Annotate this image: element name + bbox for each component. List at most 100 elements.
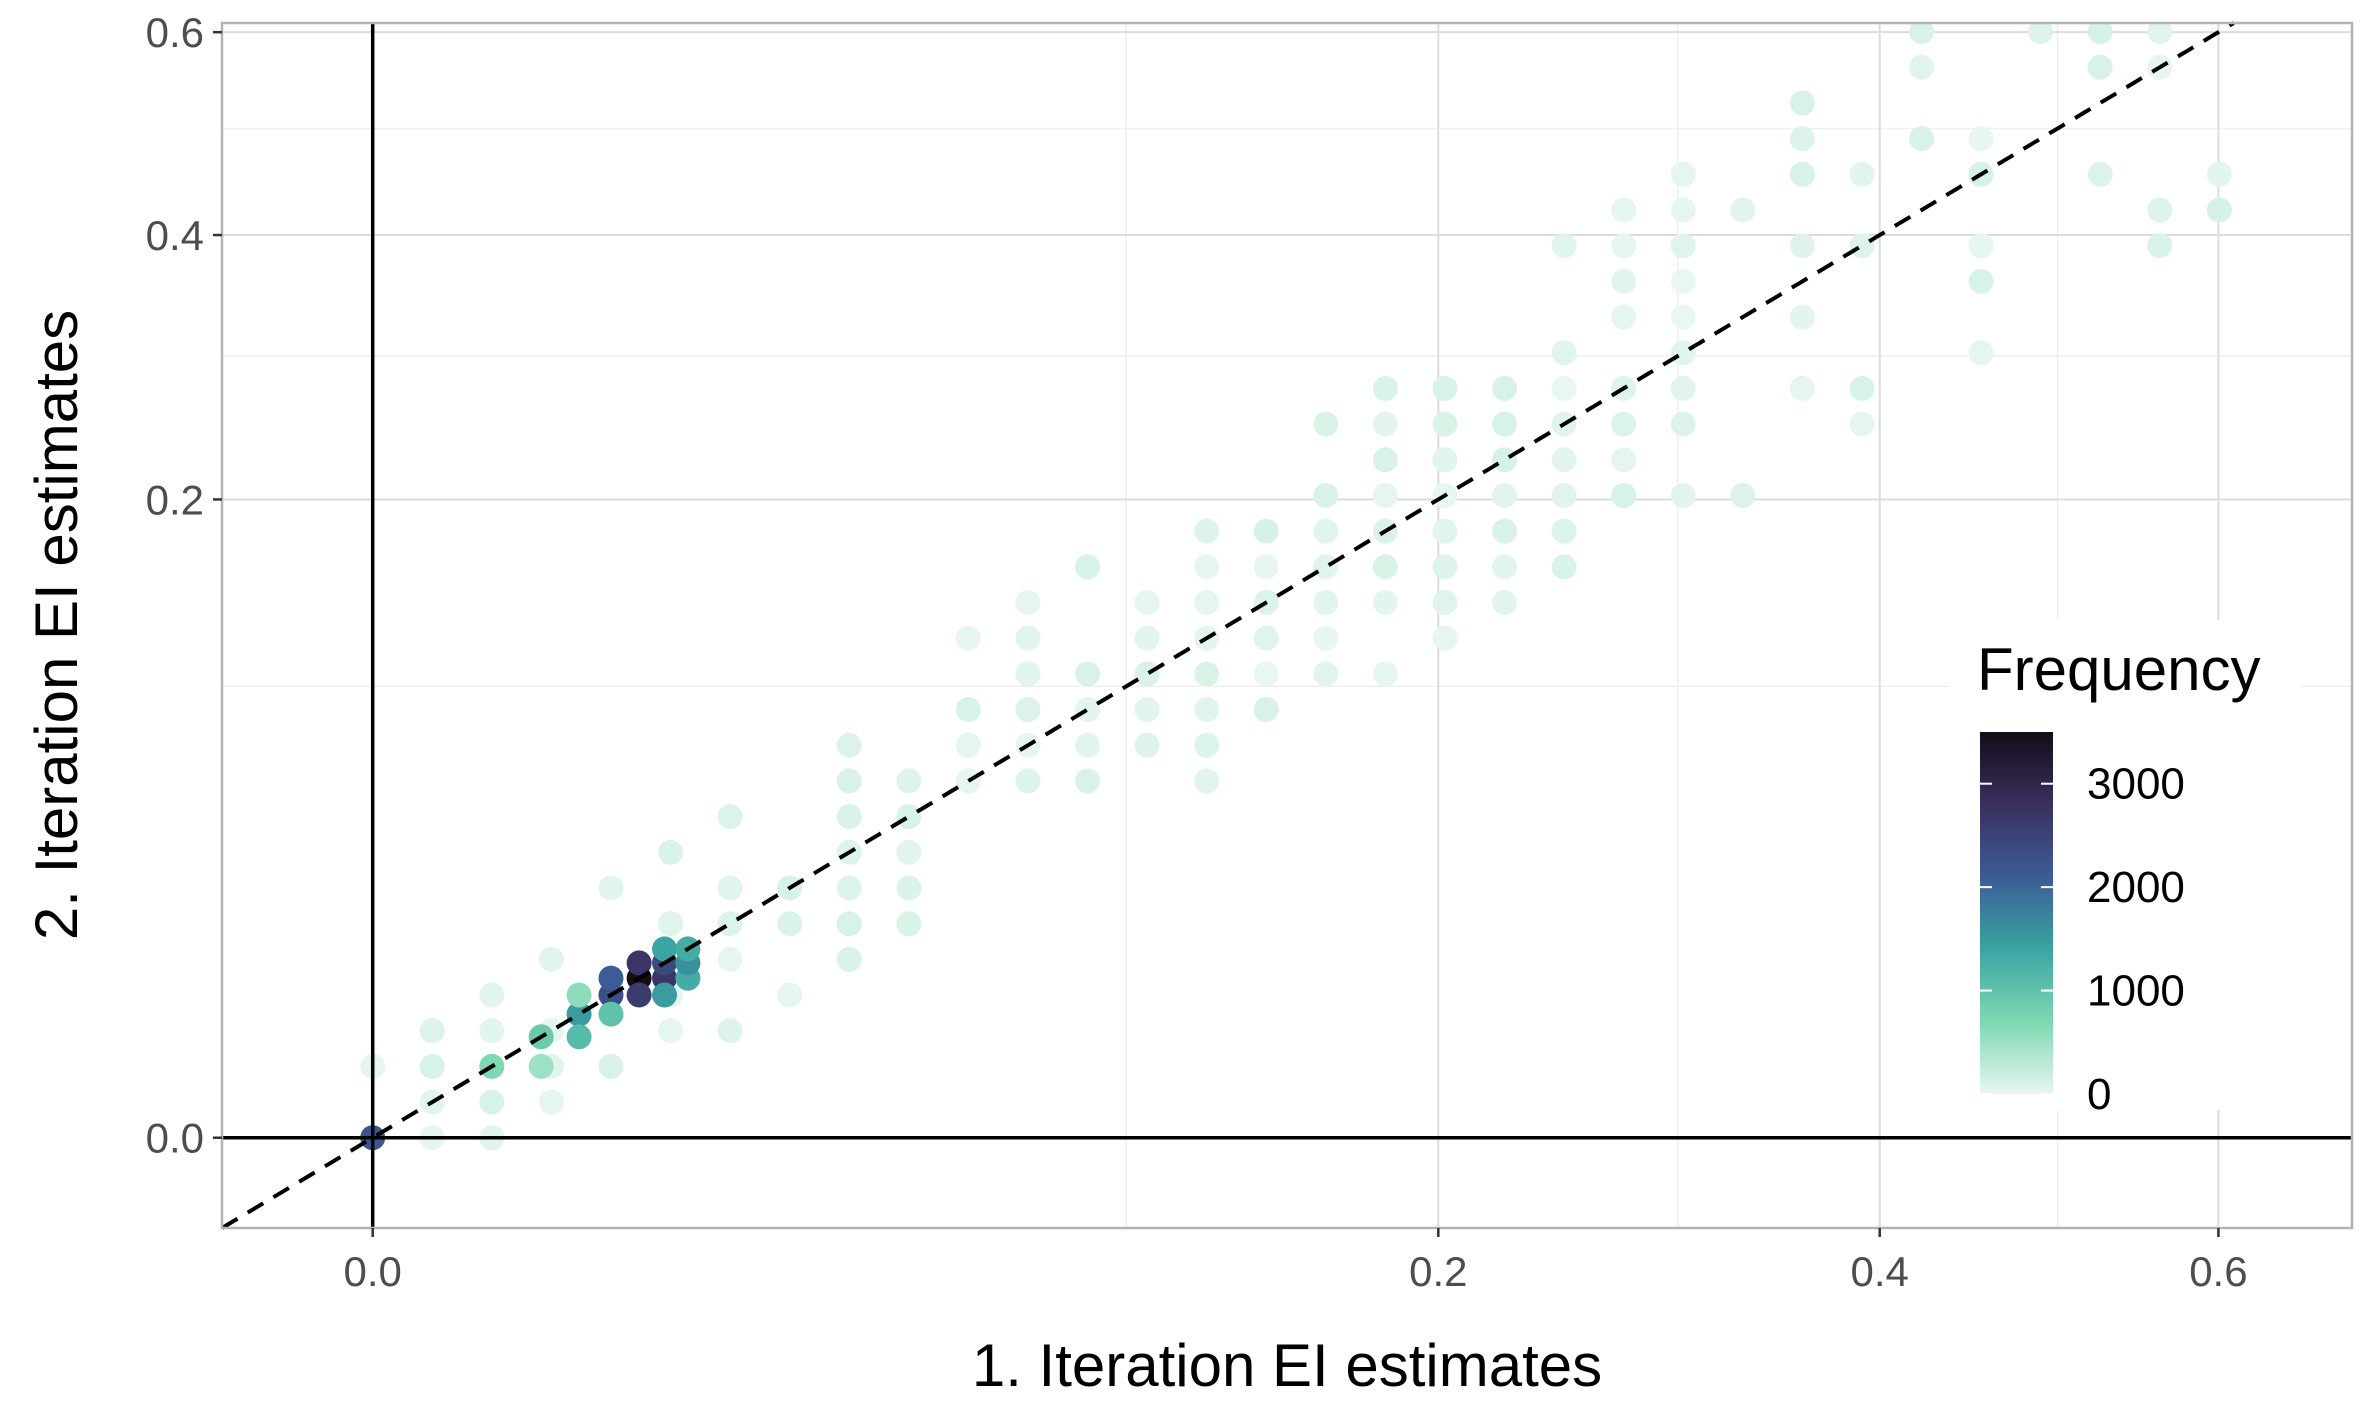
scatter-point	[626, 982, 652, 1008]
scatter-point	[1789, 304, 1815, 330]
scatter-point	[538, 1089, 564, 1115]
scatter-point	[1789, 161, 1815, 187]
scatter-point	[1372, 411, 1398, 437]
scatter-point	[1015, 768, 1041, 794]
scatter-point	[836, 946, 862, 972]
scatter-point	[2206, 161, 2232, 187]
scatter-point	[1075, 697, 1101, 723]
scatter-point	[1134, 697, 1160, 723]
legend-label: 2000	[2087, 863, 2185, 912]
x-tick-label: 0.0	[344, 1248, 402, 1295]
scatter-point	[1670, 233, 1696, 259]
scatter-point	[1194, 518, 1220, 544]
scatter-point	[777, 982, 803, 1008]
scatter-point	[896, 839, 922, 865]
scatter-point	[1968, 268, 1994, 294]
scatter-point	[598, 965, 624, 991]
scatter-point	[1611, 447, 1637, 473]
scatter-point	[1313, 482, 1339, 508]
scatter-point	[1194, 554, 1220, 580]
scatter-point	[2087, 54, 2113, 80]
scatter-point	[1372, 447, 1398, 473]
scatter-point	[1849, 161, 1875, 187]
scatter-point	[658, 1018, 684, 1044]
scatter-point	[1432, 447, 1458, 473]
scatter-point	[1611, 304, 1637, 330]
scatter-point	[896, 804, 922, 830]
scatter-point	[717, 875, 743, 901]
scatter-point	[1134, 590, 1160, 616]
scatter-point	[566, 1001, 592, 1027]
scatter-point	[1313, 518, 1339, 544]
scatter-point	[419, 1053, 445, 1079]
y-tick-label: 0.2	[146, 476, 204, 523]
scatter-point	[1670, 482, 1696, 508]
x-tick-label: 0.2	[1409, 1248, 1467, 1295]
scatter-point	[1432, 554, 1458, 580]
scatter-point	[717, 804, 743, 830]
scatter-point	[1849, 411, 1875, 437]
scatter-point	[598, 1001, 624, 1027]
scatter-point	[2206, 197, 2232, 223]
scatter-point	[955, 697, 981, 723]
scatter-point	[566, 1024, 592, 1050]
scatter-point	[1849, 233, 1875, 259]
scatter-point	[1253, 661, 1279, 687]
scatter-point	[479, 1018, 505, 1044]
scatter-point	[1789, 233, 1815, 259]
scatter-point	[1313, 411, 1339, 437]
scatter-point	[1789, 375, 1815, 401]
scatter-point	[836, 875, 862, 901]
scatter-point	[1611, 197, 1637, 223]
x-tick-label: 0.4	[1851, 1248, 1909, 1295]
scatter-point	[1551, 375, 1577, 401]
scatter-point	[1253, 697, 1279, 723]
scatter-point	[1551, 554, 1577, 580]
scatter-point	[528, 1053, 554, 1079]
scatter-point	[836, 732, 862, 758]
scatter-point	[1492, 554, 1518, 580]
scatter-point	[1551, 482, 1577, 508]
scatter-point	[1372, 554, 1398, 580]
scatter-point	[1313, 625, 1339, 651]
scatter-point	[1194, 661, 1220, 687]
scatter-point	[419, 1018, 445, 1044]
scatter-point	[717, 946, 743, 972]
scatter-point	[1253, 554, 1279, 580]
scatter-point	[1968, 340, 1994, 366]
scatter-point	[1611, 268, 1637, 294]
scatter-point	[777, 911, 803, 937]
scatter-point	[1670, 197, 1696, 223]
scatter-point	[1372, 482, 1398, 508]
legend-colorbar	[1980, 732, 2053, 1094]
scatter-point	[1909, 54, 1935, 80]
scatter-point	[1492, 447, 1518, 473]
plot-panel-border	[220, 21, 2354, 1230]
scatter-point	[1670, 340, 1696, 366]
legend-label: 3000	[2087, 760, 2185, 809]
scatter-point	[1134, 625, 1160, 651]
scatter-point	[1015, 661, 1041, 687]
scatter-point	[479, 982, 505, 1008]
y-axis-title: 2. Iteration EI estimates	[23, 310, 90, 940]
scatter-point	[1492, 518, 1518, 544]
scatter-point	[1909, 23, 1935, 45]
scatter-point	[1849, 375, 1875, 401]
scatter-point	[1194, 697, 1220, 723]
scatter-point	[1432, 375, 1458, 401]
scatter-point	[1730, 482, 1756, 508]
scatter-point	[652, 936, 678, 962]
scatter-point	[1670, 375, 1696, 401]
scatter-point	[2087, 23, 2113, 45]
scatter-point	[1194, 768, 1220, 794]
scatter-point	[1134, 732, 1160, 758]
scatter-point	[1253, 625, 1279, 651]
scatter-point	[1432, 625, 1458, 651]
scatter-point	[1194, 732, 1220, 758]
scatter-point	[1789, 90, 1815, 116]
scatter-point	[1789, 126, 1815, 152]
scatter-point	[717, 1018, 743, 1044]
scatter-point	[1492, 482, 1518, 508]
y-tick-label: 0.6	[146, 9, 204, 56]
